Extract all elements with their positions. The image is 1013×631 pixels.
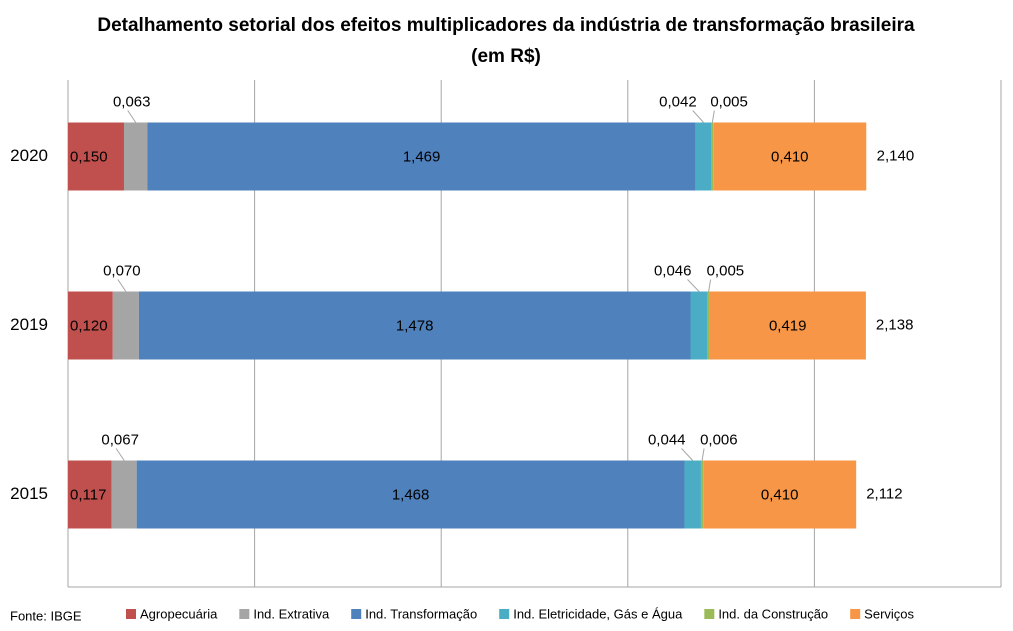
legend-label: Ind. Eletricidade, Gás e Água: [513, 606, 683, 621]
leader-line: [117, 279, 127, 292]
total-label: 2,138: [876, 316, 914, 333]
bar-segment: [709, 291, 866, 360]
data-label: 0,042: [659, 93, 697, 110]
bar-segment: [68, 122, 124, 191]
legend-swatch: [499, 609, 510, 619]
data-label: 0,006: [700, 431, 738, 448]
legend-label: Ind. Transformação: [365, 606, 477, 621]
legend-label: Serviços: [864, 606, 914, 621]
data-label: 0,046: [654, 262, 692, 279]
bar-segment: [68, 291, 113, 360]
y-tick-label: 2015: [10, 484, 48, 503]
leader-line: [681, 448, 694, 461]
bar-segment: [690, 291, 708, 360]
bar-segment: [707, 291, 710, 360]
source-note: Fonte: IBGE: [10, 608, 82, 623]
legend-label: Ind. da Construção: [718, 606, 828, 621]
data-label: 0,070: [103, 262, 141, 279]
bar-segment: [147, 122, 696, 191]
data-label: 1,468: [392, 486, 430, 503]
data-label: 0,067: [101, 431, 139, 448]
bar-segment: [123, 122, 148, 191]
data-label: 0,005: [707, 262, 745, 279]
bar-segment: [695, 122, 712, 191]
data-label: 0,005: [710, 93, 748, 110]
legend-swatch: [351, 609, 362, 619]
legend-swatch: [126, 609, 136, 619]
data-label: 0,117: [70, 486, 106, 503]
legend-label: Ind. Extrativa: [253, 606, 330, 621]
data-label: 1,469: [403, 148, 441, 165]
total-label: 2,140: [877, 147, 915, 164]
bar-segment: [700, 460, 704, 529]
data-label: 0,150: [70, 148, 108, 165]
bar-segment: [713, 122, 867, 191]
bar-segment: [703, 460, 857, 529]
bar-segment: [138, 291, 691, 360]
leader-line: [687, 279, 700, 292]
legend-swatch: [239, 609, 250, 619]
legend-swatch: [850, 609, 861, 619]
bar-segment: [68, 460, 112, 529]
bar-segment: [112, 291, 139, 360]
leader-line: [127, 110, 137, 123]
y-tick-label: 2020: [10, 146, 48, 165]
data-label: 0,044: [648, 431, 686, 448]
legend-swatch: [704, 609, 715, 619]
bar-segment: [711, 122, 714, 191]
leader-line: [708, 279, 712, 292]
bar-segment: [136, 460, 685, 529]
bar-segment: [111, 460, 137, 529]
leader-line: [692, 110, 704, 123]
legend-label: Agropecuária: [140, 606, 218, 621]
y-tick-label: 2019: [10, 315, 48, 334]
leader-line: [701, 448, 705, 461]
data-label: 0,410: [771, 148, 809, 165]
data-label: 1,478: [396, 317, 434, 334]
data-label: 0,063: [113, 93, 151, 110]
data-label: 0,120: [70, 317, 108, 334]
data-label: 0,419: [769, 317, 807, 334]
leader-line: [115, 448, 125, 461]
chart-title: Detalhamento setorial dos efeitos multip…: [97, 15, 915, 67]
bar-segment: [684, 460, 701, 529]
total-label: 2,112: [866, 485, 902, 502]
data-label: 0,410: [761, 486, 799, 503]
leader-line: [711, 110, 715, 123]
